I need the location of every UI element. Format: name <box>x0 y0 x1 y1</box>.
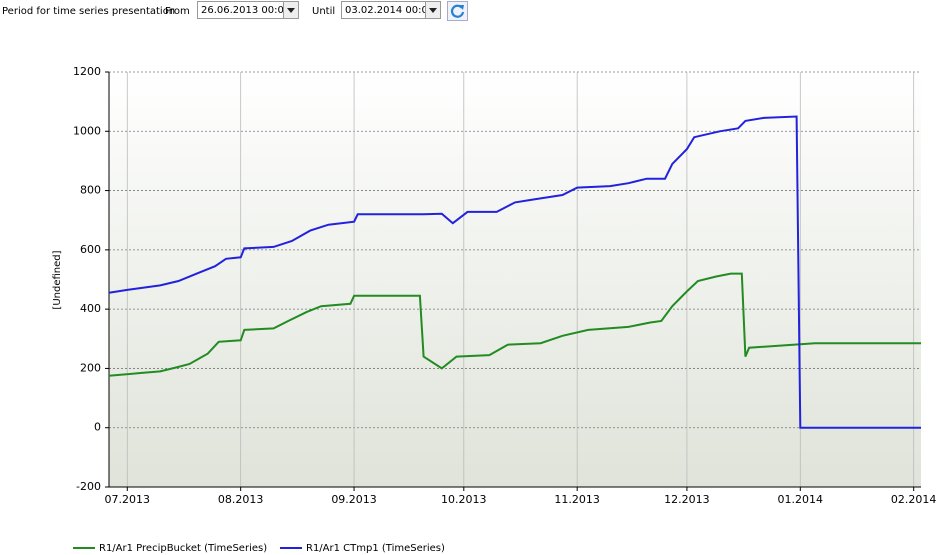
y-tick-label: 1200 <box>73 65 101 78</box>
legend-label: R1/Ar1 PrecipBucket (TimeSeries) <box>99 543 267 554</box>
from-dropdown[interactable]: 26.06.2013 00:00 <box>197 1 299 19</box>
from-label: From <box>165 6 190 17</box>
x-tick-label: 08.2013 <box>218 493 264 506</box>
refresh-icon <box>450 4 465 18</box>
series-line <box>108 272 921 377</box>
plot-area <box>109 72 921 487</box>
from-value: 26.06.2013 00:00 <box>201 5 291 16</box>
y-tick-label: 1000 <box>73 124 101 137</box>
y-tick-label: 0 <box>94 421 101 434</box>
until-value: 03.02.2014 00:00 <box>345 5 435 16</box>
toolbar: Period for time series presentation From… <box>0 0 937 24</box>
x-tick-label: 09.2013 <box>331 493 377 506</box>
series-line <box>108 115 921 429</box>
until-label: Until <box>312 6 336 17</box>
x-tick-label: 11.2013 <box>554 493 600 506</box>
x-tick-label: 10.2013 <box>441 493 487 506</box>
y-tick-label: 600 <box>80 243 101 256</box>
y-tick-label: 400 <box>80 302 101 315</box>
period-label: Period for time series presentation <box>2 6 176 17</box>
x-tick-label: 02.2014 <box>891 493 937 506</box>
y-tick-label: -200 <box>76 480 101 493</box>
until-dropdown[interactable]: 03.02.2014 00:00 <box>341 1 441 19</box>
x-tick-label: 01.2014 <box>778 493 824 506</box>
y-tick-label: 800 <box>80 184 101 197</box>
refresh-button[interactable] <box>447 1 468 21</box>
legend-label: R1/Ar1 CTmp1 (TimeSeries) <box>306 543 445 554</box>
y-axis-label: [Undefined] <box>52 250 63 309</box>
y-tick-label: 200 <box>80 361 101 374</box>
x-tick-label: 12.2013 <box>664 493 710 506</box>
x-tick-label: 07.2013 <box>105 493 151 506</box>
